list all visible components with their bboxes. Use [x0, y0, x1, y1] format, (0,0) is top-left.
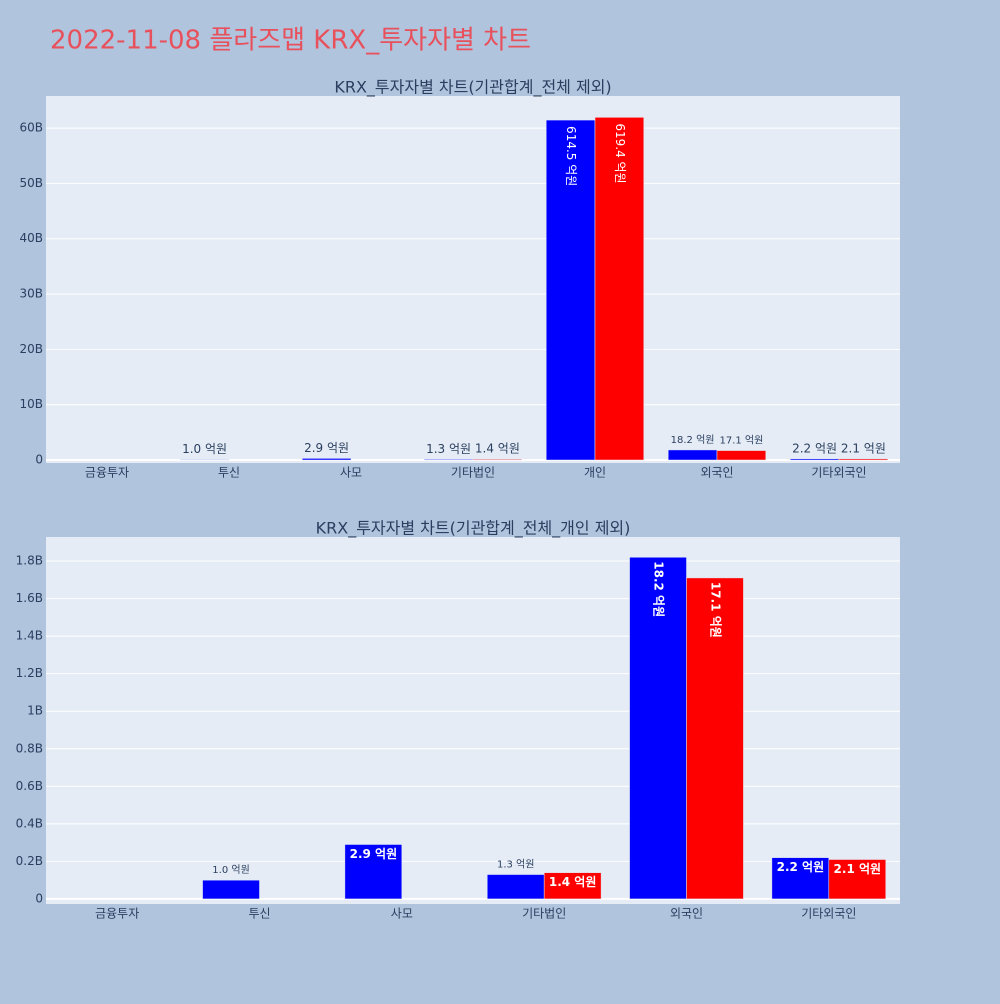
data-label: 17.1 억원	[708, 582, 722, 638]
y-tick-label: 0	[35, 891, 43, 905]
x-tick-label: 투신	[218, 466, 240, 480]
x-tick-label: 기타외국인	[801, 907, 856, 921]
bar	[472, 458, 523, 461]
bar	[486, 874, 545, 900]
data-label: 2.2 억원	[777, 860, 825, 874]
y-tick-label: 0.2B	[16, 854, 43, 868]
page-title: 2022-11-08 플라즈맵 KRX_투자자별 차트	[50, 26, 531, 56]
plot-area	[46, 96, 900, 463]
data-label: 2.9 억원	[350, 847, 398, 861]
bar	[179, 459, 230, 461]
x-tick-label: 금융투자	[85, 466, 129, 480]
y-tick-label: 0.8B	[16, 741, 43, 755]
data-label: 17.1 억원	[719, 435, 763, 447]
y-tick-label: 20B	[19, 342, 43, 356]
bar	[545, 119, 596, 461]
y-tick-label: 60B	[19, 121, 43, 135]
x-tick-label: 투신	[248, 907, 270, 921]
data-label: 1.0 억원	[182, 442, 227, 456]
y-tick-label: 10B	[19, 397, 43, 411]
data-label: 18.2 억원	[671, 434, 715, 446]
y-tick-label: 1.6B	[16, 591, 43, 605]
x-tick-label: 금융투자	[95, 907, 139, 921]
x-tick-label: 기타외국인	[811, 466, 866, 480]
x-tick-label: 기타법인	[451, 466, 495, 480]
bar	[543, 872, 602, 900]
data-label: 1.3 억원	[426, 442, 471, 456]
y-tick-label: 1.2B	[16, 666, 43, 680]
chart-title: KRX_투자자별 차트(기관합계_전체_개인 제외)	[316, 519, 631, 539]
x-tick-label: 사모	[340, 466, 362, 480]
y-tick-label: 0	[35, 453, 43, 467]
y-tick-label: 0.4B	[16, 816, 43, 830]
bar	[789, 458, 840, 461]
bar	[828, 859, 887, 900]
data-label: 1.3 억원	[497, 859, 534, 871]
bar	[716, 450, 767, 461]
data-label: 1.4 억원	[475, 442, 520, 456]
data-label: 2.1 억원	[834, 862, 882, 876]
bar	[594, 117, 645, 461]
y-tick-label: 40B	[19, 231, 43, 245]
y-tick-label: 0.6B	[16, 779, 43, 793]
y-tick-label: 30B	[19, 287, 43, 301]
bar	[629, 557, 687, 900]
x-tick-label: 사모	[391, 907, 413, 921]
data-label: 619.4 억원	[613, 123, 627, 183]
y-tick-label: 1.4B	[16, 629, 43, 643]
bar	[344, 844, 403, 900]
bar	[667, 449, 718, 461]
x-tick-label: 기타법인	[522, 907, 566, 921]
x-tick-label: 외국인	[700, 466, 733, 480]
y-tick-label: 1B	[27, 704, 43, 718]
bar	[838, 458, 889, 461]
bar	[686, 577, 744, 900]
x-tick-label: 개인	[584, 466, 606, 480]
data-label: 2.1 억원	[841, 441, 886, 455]
data-label: 1.4 억원	[549, 875, 597, 889]
plot-area	[46, 537, 900, 904]
data-label: 1.0 억원	[212, 864, 249, 876]
y-tick-label: 1.8B	[16, 554, 43, 568]
bar	[423, 459, 474, 461]
bar	[301, 458, 352, 461]
data-label: 614.5 억원	[564, 126, 578, 186]
data-label: 2.9 억원	[304, 441, 349, 455]
bar	[202, 879, 260, 900]
x-tick-label: 외국인	[670, 907, 703, 921]
y-tick-label: 50B	[19, 176, 43, 190]
chart-title: KRX_투자자별 차트(기관합계_전체 제외)	[334, 78, 611, 98]
data-label: 2.2 억원	[792, 441, 837, 455]
data-label: 18.2 억원	[652, 561, 666, 617]
